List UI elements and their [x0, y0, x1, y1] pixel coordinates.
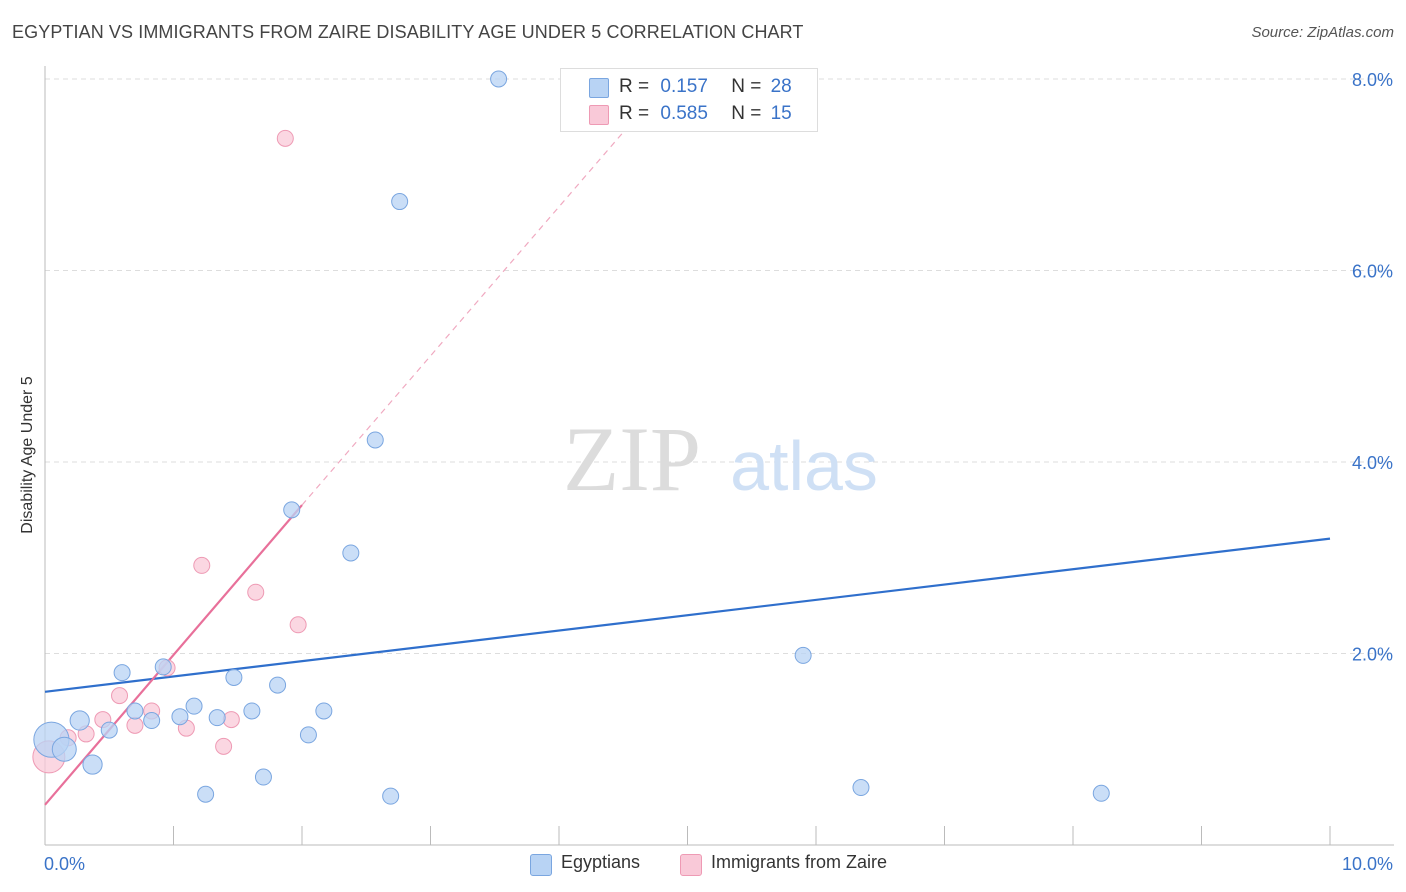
legend-item-zaire: Immigrants from Zaire	[711, 852, 888, 872]
r-value: 0.585	[660, 103, 708, 124]
watermark: ZIP atlas	[563, 408, 878, 510]
egyptians-point	[69, 710, 90, 731]
egyptians-trend-line	[44, 537, 1331, 693]
egyptians-point	[283, 501, 301, 519]
egyptians-point	[185, 697, 203, 715]
egyptians-legend-swatch	[530, 854, 552, 876]
egyptians-point	[391, 193, 409, 211]
data-points	[32, 70, 1110, 805]
zaire-trend-extension	[301, 116, 637, 506]
r-label: R =	[619, 103, 650, 124]
zaire-point	[126, 716, 144, 734]
zaire-point	[276, 129, 294, 147]
zaire-point	[289, 616, 307, 634]
chart-title: EGYPTIAN VS IMMIGRANTS FROM ZAIRE DISABI…	[12, 22, 804, 42]
zaire-point	[247, 583, 265, 601]
egyptians-point	[366, 431, 384, 449]
egyptians-point	[225, 668, 243, 686]
axes	[44, 66, 1394, 846]
trend-lines	[44, 116, 1331, 806]
correlation-legend: R = 0.157 N = 28 R = 0.585 N = 15	[560, 68, 818, 132]
series-legend: Egyptians Immigrants from Zaire	[0, 852, 1406, 878]
legend-item-egyptians: Egyptians	[561, 852, 641, 872]
zaire-point	[111, 687, 129, 705]
zaire-trend-line	[44, 504, 303, 806]
egyptians-point	[126, 702, 144, 720]
legend-row-egyptians: R = 0.157 N = 28	[619, 76, 792, 98]
zaire-swatch	[589, 105, 609, 125]
watermark-zip: ZIP	[563, 408, 701, 510]
egyptians-point	[171, 708, 189, 726]
egyptians-point	[490, 70, 508, 88]
zaire-point	[215, 737, 233, 755]
r-label: R =	[619, 76, 650, 97]
egyptians-point	[197, 785, 215, 803]
egyptians-point	[382, 787, 400, 805]
r-value: 0.157	[660, 76, 708, 97]
egyptians-point	[51, 736, 77, 762]
egyptians-point	[254, 768, 272, 786]
egyptians-point	[315, 702, 333, 720]
zaire-point	[193, 556, 211, 574]
egyptians-point	[243, 702, 261, 720]
egyptians-point	[113, 664, 131, 682]
x-tick-label: 0.0%	[44, 854, 85, 874]
tick-labels: 2.0% 4.0% 6.0% 8.0% 0.0% 10.0%	[44, 70, 1393, 874]
n-value: 15	[770, 103, 792, 124]
y-tick-label: 6.0%	[1352, 262, 1393, 282]
egyptians-point	[342, 544, 360, 562]
watermark-atlas: atlas	[730, 427, 878, 505]
y-tick-label: 2.0%	[1352, 645, 1393, 665]
legend-row-zaire: R = 0.585 N = 15	[619, 103, 792, 125]
egyptians-point	[82, 754, 103, 775]
y-tick-label: 8.0%	[1352, 70, 1393, 90]
egyptians-point	[154, 658, 172, 676]
egyptians-point	[794, 646, 812, 664]
x-tick-label: 10.0%	[1342, 854, 1393, 874]
n-value: 28	[770, 76, 792, 97]
n-label: N =	[731, 76, 762, 97]
zaire-legend-swatch	[680, 854, 702, 876]
zaire-point	[222, 711, 240, 729]
egyptians-point	[208, 709, 226, 727]
n-label: N =	[731, 103, 762, 124]
source-label: Source: ZipAtlas.com	[1251, 24, 1394, 41]
egyptians-point	[1092, 784, 1110, 802]
egyptians-point	[852, 779, 870, 797]
y-tick-label: 4.0%	[1352, 453, 1393, 473]
egyptians-point	[269, 676, 287, 694]
egyptians-point	[100, 721, 118, 739]
egyptians-point	[299, 726, 317, 744]
egyptians-swatch	[589, 78, 609, 98]
egyptians-point	[143, 712, 161, 730]
